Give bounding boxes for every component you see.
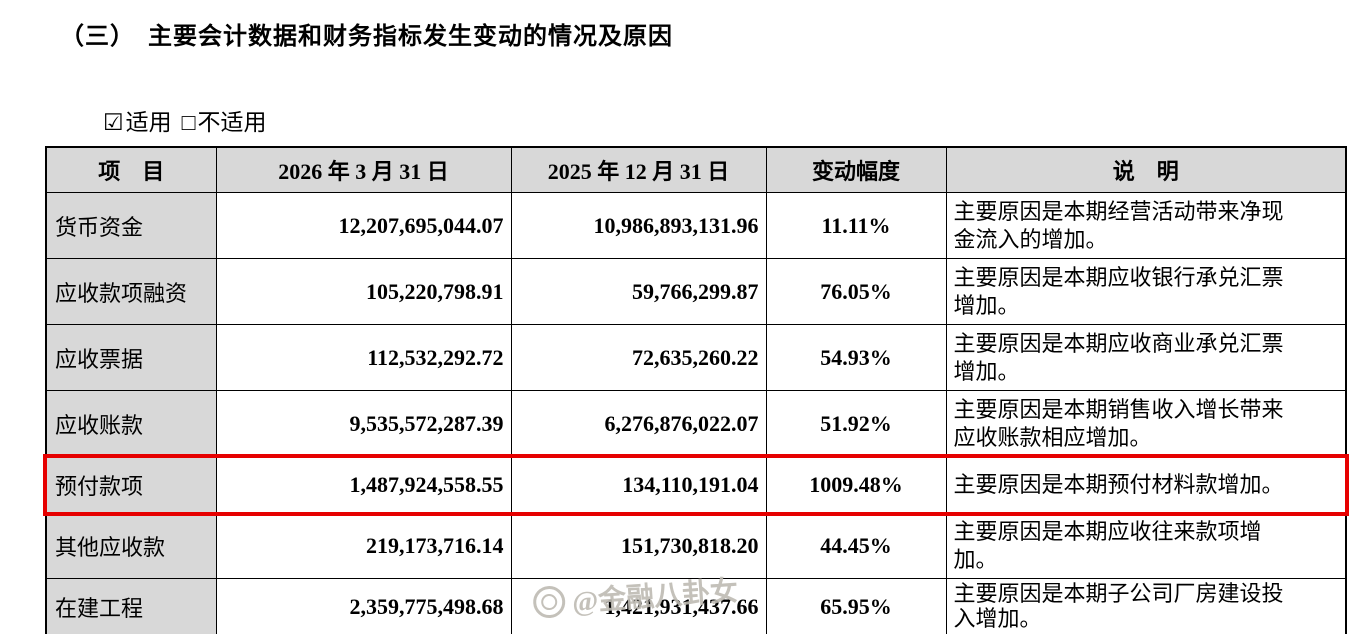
header-note: 说 明	[945, 146, 1347, 193]
item-cell: 应收款项融资	[45, 258, 217, 325]
note-cell: 主要原因是本期预付材料款增加。	[945, 456, 1347, 513]
value-2026-cell: 219,173,716.14	[215, 512, 512, 579]
value-2026-cell: 12,207,695,044.07	[215, 192, 512, 259]
value-2026-cell: 2,359,775,498.68	[215, 577, 512, 634]
change-cell: 51.92%	[765, 390, 947, 457]
header-change: 变动幅度	[765, 146, 947, 193]
value-2025-cell: 59,766,299.87	[510, 258, 767, 325]
item-cell: 应收票据	[45, 324, 217, 391]
change-cell: 65.95%	[765, 577, 947, 634]
value-2025-cell: 10,986,893,131.96	[510, 192, 767, 259]
item-cell: 在建工程	[45, 577, 217, 634]
value-2026-cell: 112,532,292.72	[215, 324, 512, 391]
applicable-label: 适用	[125, 110, 172, 135]
value-2026-cell: 9,535,572,287.39	[215, 390, 512, 457]
table-row-highlighted: 预付款项 1,487,924,558.55 134,110,191.04 100…	[43, 453, 1349, 516]
item-cell: 预付款项	[45, 456, 217, 513]
note-cell: 主要原因是本期子公司厂房建设投 入增加。	[945, 577, 1347, 634]
item-cell: 其他应收款	[45, 512, 217, 579]
table-row: 其他应收款 219,173,716.14 151,730,818.20 44.4…	[45, 512, 1347, 579]
value-2025-cell: 1,421,931,437.66	[510, 577, 767, 634]
value-2025-cell: 151,730,818.20	[510, 512, 767, 579]
header-item: 项 目	[45, 146, 217, 193]
change-cell: 11.11%	[765, 192, 947, 259]
note-cell: 主要原因是本期应收银行承兑汇票 增加。	[945, 258, 1347, 325]
note-cell: 主要原因是本期销售收入增长带来 应收账款相应增加。	[945, 390, 1347, 457]
item-cell: 应收账款	[45, 390, 217, 457]
value-2025-cell: 134,110,191.04	[510, 456, 767, 513]
section-title: （三） 主要会计数据和财务指标发生变动的情况及原因	[60, 24, 673, 50]
note-cell: 主要原因是本期经营活动带来净现 金流入的增加。	[945, 192, 1347, 259]
table-row: 在建工程 2,359,775,498.68 1,421,931,437.66 6…	[45, 577, 1347, 634]
header-date-2025: 2025 年 12 月 31 日	[510, 146, 767, 193]
change-cell: 54.93%	[765, 324, 947, 391]
applicability-line: ☑适用 □不适用	[103, 103, 267, 137]
value-2026-cell: 1,487,924,558.55	[215, 456, 512, 513]
change-cell: 76.05%	[765, 258, 947, 325]
financial-changes-table: 项 目 2026 年 3 月 31 日 2025 年 12 月 31 日 变动幅…	[43, 146, 1349, 634]
value-2025-cell: 72,635,260.22	[510, 324, 767, 391]
note-cell: 主要原因是本期应收商业承兑汇票 增加。	[945, 324, 1347, 391]
not-applicable-checkbox-icon: □	[181, 110, 196, 135]
table-row: 货币资金 12,207,695,044.07 10,986,893,131.96…	[45, 192, 1347, 259]
financial-changes-table-wrap: 项 目 2026 年 3 月 31 日 2025 年 12 月 31 日 变动幅…	[43, 146, 1349, 634]
value-2025-cell: 6,276,876,022.07	[510, 390, 767, 457]
item-cell: 货币资金	[45, 192, 217, 259]
change-cell: 44.45%	[765, 512, 947, 579]
not-applicable-label: 不适用	[197, 110, 267, 135]
table-row: 应收款项融资 105,220,798.91 59,766,299.87 76.0…	[45, 258, 1347, 325]
table-row: 应收票据 112,532,292.72 72,635,260.22 54.93%…	[45, 324, 1347, 391]
value-2026-cell: 105,220,798.91	[215, 258, 512, 325]
header-date-2026: 2026 年 3 月 31 日	[215, 146, 512, 193]
change-cell: 1009.48%	[765, 456, 947, 513]
table-header-row: 项 目 2026 年 3 月 31 日 2025 年 12 月 31 日 变动幅…	[45, 146, 1347, 193]
table-row: 应收账款 9,535,572,287.39 6,276,876,022.07 5…	[45, 390, 1347, 457]
note-cell: 主要原因是本期应收往来款项增 加。	[945, 512, 1347, 579]
applicable-checkbox-icon: ☑	[103, 110, 124, 135]
